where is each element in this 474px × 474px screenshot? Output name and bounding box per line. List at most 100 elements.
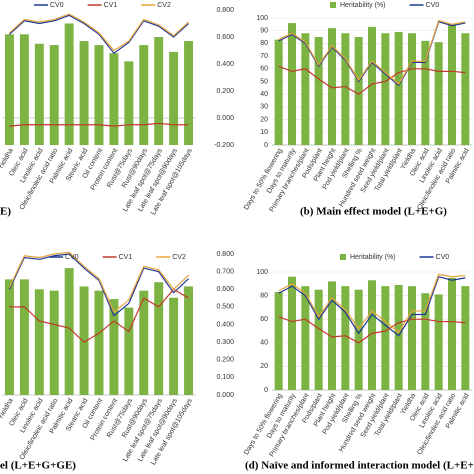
bar: [301, 33, 310, 145]
y2-tick-label: 0.200: [216, 88, 234, 95]
line: [278, 316, 466, 344]
bar: [139, 45, 149, 145]
bar: [274, 39, 283, 146]
bar: [94, 290, 104, 395]
y-tick-label: 40: [260, 340, 268, 347]
bar: [288, 23, 296, 145]
y2-tick-label: 0.000: [216, 115, 234, 122]
bar: [461, 286, 470, 390]
bar: [109, 53, 119, 146]
panel: 0.800 0.700 0.600 0.500 0.400 0.300 0.200 0.100…: [0, 251, 234, 472]
line: [8, 251, 189, 314]
bar: [4, 34, 14, 145]
line: [278, 19, 466, 85]
bar: [461, 33, 470, 145]
y-tick-label: 100: [256, 269, 268, 276]
bar: [448, 24, 456, 146]
bar: [381, 286, 390, 390]
line: [9, 13, 189, 52]
line: [8, 253, 189, 317]
bar: [354, 37, 363, 145]
bar: [328, 281, 336, 390]
y-tick-label: 10: [260, 129, 268, 136]
line: [9, 122, 189, 127]
bar: [421, 40, 430, 145]
legend-label: Heritability (%): [350, 254, 396, 261]
legend-label: CV1: [119, 254, 133, 261]
bar: [109, 299, 119, 395]
y2-tick-label: 0.300: [216, 339, 234, 346]
bar: [394, 31, 403, 145]
legend-label: CV1: [104, 2, 118, 9]
bar: [434, 294, 443, 390]
bar: [184, 286, 194, 395]
bar: [421, 293, 430, 390]
bar: [328, 28, 336, 145]
bar: [154, 37, 164, 145]
y-tick-label: 20: [260, 116, 268, 123]
y2-tick-label: 0.600: [216, 286, 234, 293]
line: [278, 275, 466, 337]
bar: [124, 307, 134, 395]
bar: [19, 279, 29, 395]
caption: (d) Naïve and informed interaction model…: [245, 460, 474, 472]
y2-tick-label: 0.200: [216, 357, 234, 364]
bar: [408, 286, 416, 390]
bar: [4, 279, 14, 395]
y-tick-label: 90: [260, 28, 268, 35]
y2-tick-label: 0.600: [216, 34, 234, 41]
bar: [341, 33, 350, 145]
bar: [314, 289, 323, 390]
bar: [34, 289, 44, 395]
bar: [49, 290, 59, 395]
legend-label: CV0: [436, 254, 450, 261]
legend-label: CV0: [426, 2, 440, 9]
legend-label: CV2: [157, 2, 171, 9]
bar: [79, 286, 89, 395]
line: [278, 65, 466, 95]
y2-tick-label: 0.400: [216, 61, 234, 68]
y2-tick-label: -0.200: [214, 142, 234, 149]
legend-swatch: [330, 2, 336, 8]
y2-tick-label: 0.800: [216, 251, 234, 258]
bar: [368, 26, 376, 145]
bar: [184, 41, 194, 145]
y-tick-label: 0: [264, 387, 268, 394]
bar: [34, 43, 44, 145]
y-tick-label: 80: [260, 40, 268, 47]
bar: [139, 290, 149, 395]
y-tick-label: 70: [260, 53, 268, 60]
y-tick-label: 80: [260, 292, 268, 299]
y-tick-label: 40: [260, 91, 268, 98]
bar: [301, 286, 310, 390]
bar: [19, 34, 29, 145]
bar: [169, 51, 179, 145]
y2-tick-label: 0.100: [216, 374, 234, 381]
bar: [314, 37, 323, 145]
bar: [274, 292, 283, 390]
y-tick-label: 60: [260, 66, 268, 73]
panel: 0.8000.6000.4000.2000.000-0.200YieldhaOl…: [0, 2, 234, 218]
bar: [64, 23, 74, 145]
bar: [64, 268, 74, 395]
y2-tick-label: 0.800: [216, 7, 234, 14]
line: [278, 273, 466, 334]
bar: [368, 280, 376, 390]
caption: el (L+E+G+GE): [0, 460, 76, 472]
bar: [434, 42, 443, 145]
y2-tick-label: 0.700: [216, 268, 234, 275]
bar: [169, 297, 179, 395]
bar: [288, 276, 296, 390]
y-tick-label: 0: [264, 142, 268, 149]
bar: [448, 277, 456, 390]
caption: (b) Main effect model (L+E+G): [300, 206, 447, 218]
y-tick-label: 30: [260, 104, 268, 111]
y-tick-label: 100: [256, 15, 268, 22]
bar: [354, 289, 363, 390]
legend-label: Heritability (%): [340, 2, 386, 9]
bar: [94, 45, 104, 145]
y-tick-label: 50: [260, 78, 268, 85]
